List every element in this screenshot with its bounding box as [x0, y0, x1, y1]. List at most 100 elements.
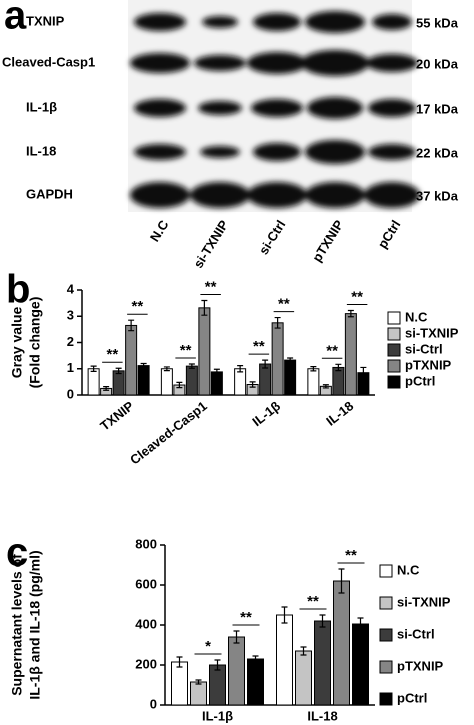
band — [247, 52, 307, 74]
band — [202, 16, 238, 28]
band — [305, 182, 365, 208]
y-tick-label: 3 — [67, 308, 74, 323]
band — [134, 144, 186, 160]
legend-swatch — [387, 343, 401, 357]
band — [253, 143, 301, 161]
y-axis-label: Supernatant levels of — [9, 554, 25, 696]
significance-label: ** — [345, 547, 357, 564]
bar — [198, 307, 211, 396]
band — [200, 146, 240, 158]
bar — [210, 371, 223, 396]
bar — [185, 365, 198, 396]
error-bar — [103, 386, 110, 391]
significance-label: ** — [326, 342, 338, 359]
y-axis-label: IL-1β and IL-18 (pg/ml) — [27, 550, 43, 699]
bar — [295, 650, 312, 706]
protein-label: IL-18 — [26, 143, 56, 158]
y-tick-label: 200 — [135, 656, 157, 671]
error-bar — [214, 659, 221, 671]
legend-label: si-TXNIP — [397, 594, 451, 609]
error-bar — [281, 606, 288, 624]
panel-label: b — [6, 268, 30, 312]
bar — [284, 359, 297, 396]
bar — [276, 614, 293, 706]
error-bar — [201, 299, 208, 316]
legend-label: pTXNIP — [405, 357, 452, 372]
legend-swatch — [379, 596, 393, 610]
size-label: 20 kDa — [416, 56, 459, 71]
error-bar — [252, 655, 259, 663]
error-bar — [319, 614, 326, 628]
error-bar — [128, 319, 135, 332]
panel-label: c — [6, 531, 28, 575]
bar — [307, 368, 320, 396]
bar — [228, 636, 245, 706]
lane-label: si-TXNIP — [190, 217, 231, 271]
error-bar — [163, 366, 170, 372]
band — [305, 140, 365, 164]
band — [305, 11, 365, 33]
band — [130, 182, 190, 208]
error-bar — [249, 381, 256, 388]
protein-label: IL-1β — [26, 99, 57, 114]
error-bar — [115, 367, 122, 375]
bar — [160, 368, 173, 396]
legend-swatch — [379, 628, 393, 642]
band — [307, 97, 363, 119]
bar — [234, 368, 247, 396]
error-bar — [287, 357, 294, 363]
band — [134, 13, 186, 31]
legend-swatch — [379, 660, 393, 674]
significance-label: ** — [240, 609, 252, 626]
legend-label: si-Ctrl — [405, 341, 443, 356]
error-bar — [213, 368, 220, 376]
bar — [333, 580, 350, 706]
error-bar — [274, 316, 281, 329]
y-tick-label: 4 — [67, 281, 75, 296]
legend-label: si-TXNIP — [405, 325, 459, 340]
band — [253, 13, 301, 31]
x-tick-label: IL-18 — [307, 708, 337, 723]
x-tick-label: IL-18 — [323, 398, 356, 429]
error-bar — [176, 656, 183, 668]
size-label: 55 kDa — [416, 15, 459, 30]
y-tick-label: 600 — [135, 576, 157, 591]
significance-label: ** — [180, 342, 192, 359]
legend-swatch — [379, 564, 393, 578]
significance-label: ** — [278, 296, 290, 313]
legend-label: pTXNIP — [397, 658, 444, 673]
bar — [87, 368, 100, 396]
panel-label: a — [4, 0, 27, 38]
error-bar — [335, 363, 342, 372]
y-tick-label: 0 — [67, 386, 74, 401]
error-bar — [360, 366, 367, 379]
error-bar — [140, 362, 147, 369]
y-tick-label: 2 — [67, 334, 74, 349]
bar — [137, 365, 150, 396]
error-bar — [310, 366, 317, 372]
band — [190, 182, 250, 208]
legend-swatch — [387, 375, 401, 389]
legend-swatch — [387, 311, 401, 325]
significance-label: ** — [253, 338, 265, 355]
y-tick-label: 0 — [150, 696, 157, 711]
bar — [112, 370, 125, 396]
bar — [332, 366, 345, 396]
significance-label: * — [205, 638, 211, 655]
error-bar — [233, 630, 240, 644]
error-bar — [176, 381, 183, 389]
bar — [271, 322, 284, 396]
legend-swatch — [387, 359, 401, 373]
x-tick-label: TXNIP — [97, 398, 137, 434]
significance-label: ** — [205, 278, 217, 295]
x-tick-label: IL-1β — [202, 708, 233, 723]
error-bar — [262, 359, 269, 369]
band — [130, 53, 190, 73]
bar — [209, 664, 226, 706]
band — [194, 55, 246, 71]
legend-label: pCtrl — [397, 690, 427, 705]
bar — [314, 620, 331, 706]
y-tick-label: 800 — [135, 536, 157, 551]
error-bar — [338, 568, 345, 594]
error-bar — [347, 309, 354, 318]
